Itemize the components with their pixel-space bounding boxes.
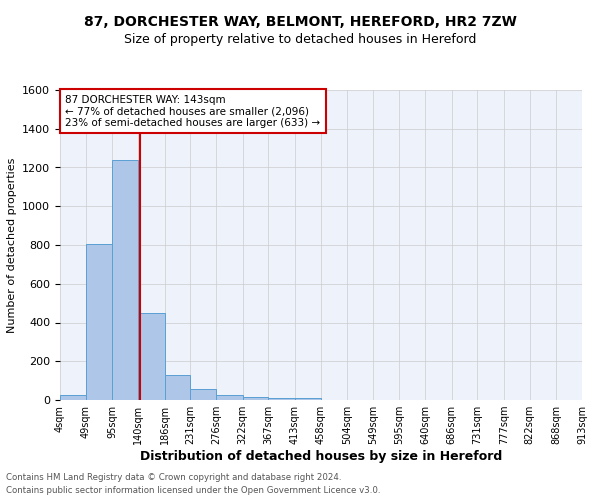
Bar [164,375,190,400]
Bar [295,398,321,400]
Bar [138,313,164,400]
Text: Size of property relative to detached houses in Hereford: Size of property relative to detached ho… [124,32,476,46]
Y-axis label: Number of detached properties: Number of detached properties [7,158,17,332]
Text: 87 DORCHESTER WAY: 143sqm
← 77% of detached houses are smaller (2,096)
23% of se: 87 DORCHESTER WAY: 143sqm ← 77% of detac… [65,94,320,128]
Bar [112,160,138,400]
Bar [86,244,112,400]
Bar [242,397,268,400]
Text: 87, DORCHESTER WAY, BELMONT, HEREFORD, HR2 7ZW: 87, DORCHESTER WAY, BELMONT, HEREFORD, H… [83,15,517,29]
Bar [60,395,86,400]
Bar [268,398,295,400]
Text: Contains HM Land Registry data © Crown copyright and database right 2024.: Contains HM Land Registry data © Crown c… [6,474,341,482]
Bar [190,389,216,400]
Bar [216,395,242,400]
X-axis label: Distribution of detached houses by size in Hereford: Distribution of detached houses by size … [140,450,502,463]
Text: Contains public sector information licensed under the Open Government Licence v3: Contains public sector information licen… [6,486,380,495]
